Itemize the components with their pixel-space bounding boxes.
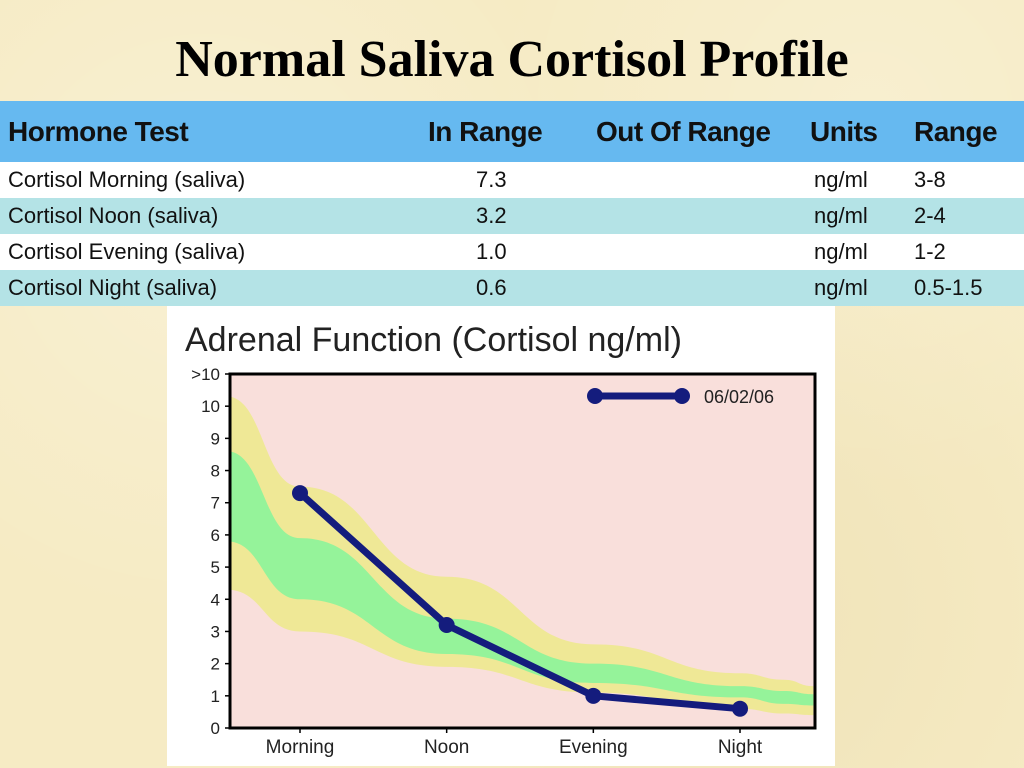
y-tick-label: 9 — [211, 429, 220, 448]
cell-in-range: 1.0 — [420, 234, 588, 270]
chart-panel: Adrenal Function (Cortisol ng/ml) 0 1 2 3 4 5… — [167, 306, 835, 766]
legend-label: 06/02/06 — [704, 387, 774, 407]
cell-in-range: 3.2 — [420, 198, 588, 234]
table-row: Cortisol Morning (saliva) 7.3 ng/ml 3-8 — [0, 162, 1024, 198]
cell-units: ng/ml — [802, 234, 906, 270]
y-tick-label: 10 — [201, 397, 220, 416]
y-tick-label: 1 — [211, 687, 220, 706]
y-tick-label: 0 — [211, 719, 220, 738]
cell-out-of-range — [588, 270, 802, 306]
cell-test: Cortisol Noon (saliva) — [0, 198, 420, 234]
x-tick-label: Morning — [266, 737, 335, 758]
table-row: Cortisol Noon (saliva) 3.2 ng/ml 2-4 — [0, 198, 1024, 234]
inner-range-band — [230, 451, 814, 706]
cell-units: ng/ml — [802, 270, 906, 306]
table-row: Cortisol Evening (saliva) 1.0 ng/ml 1-2 — [0, 234, 1024, 270]
y-tick-label: 5 — [211, 558, 220, 577]
y-tick-label: 6 — [211, 526, 220, 545]
outer-range-band — [230, 397, 814, 716]
cell-test: Cortisol Night (saliva) — [0, 270, 420, 306]
header-out-of-range: Out Of Range — [588, 101, 802, 162]
cell-units: ng/ml — [802, 162, 906, 198]
header-range: Range — [906, 101, 1024, 162]
y-tick-label: 8 — [211, 462, 220, 481]
x-tick-label: Noon — [424, 737, 469, 758]
slide-title: Normal Saliva Cortisol Profile — [175, 31, 849, 88]
chart-title: Adrenal Function (Cortisol ng/ml) — [185, 321, 682, 359]
y-tick-label: 3 — [211, 622, 220, 641]
data-point — [732, 700, 748, 717]
y-tick-label: 2 — [211, 655, 220, 674]
cell-test: Cortisol Morning (saliva) — [0, 162, 420, 198]
cell-test: Cortisol Evening (saliva) — [0, 234, 420, 270]
cell-out-of-range — [588, 198, 802, 234]
header-hormone-test: Hormone Test — [0, 101, 420, 162]
data-point — [585, 687, 602, 704]
cell-units: ng/ml — [802, 198, 906, 234]
y-tick-label: 4 — [211, 590, 220, 609]
legend-marker — [587, 388, 603, 404]
series-line — [297, 490, 741, 713]
cell-range: 2-4 — [906, 198, 1024, 234]
cell-in-range: 7.3 — [420, 162, 588, 198]
x-tick-label: Evening — [559, 737, 628, 758]
results-table-wrap: Hormone Test In Range Out Of Range Units… — [0, 101, 1024, 306]
y-tick-label: >10 — [191, 365, 220, 384]
x-tick-label: Night — [718, 737, 763, 758]
table-header-row: Hormone Test In Range Out Of Range Units… — [0, 101, 1024, 162]
header-units: Units — [802, 101, 906, 162]
range-bands — [230, 397, 814, 716]
y-tick-label: 7 — [211, 494, 220, 513]
results-table: Hormone Test In Range Out Of Range Units… — [0, 101, 1024, 306]
cell-range: 0.5-1.5 — [906, 270, 1024, 306]
plot-border — [228, 372, 817, 730]
cell-range: 3-8 — [906, 162, 1024, 198]
cell-out-of-range — [588, 234, 802, 270]
cell-range: 1-2 — [906, 234, 1024, 270]
cortisol-chart: Adrenal Function (Cortisol ng/ml) 0 1 2 3 4 5… — [185, 321, 817, 758]
cell-in-range: 0.6 — [420, 270, 588, 306]
data-point — [292, 485, 308, 502]
table-row: Cortisol Night (saliva) 0.6 ng/ml 0.5-1.… — [0, 270, 1024, 306]
legend-marker — [674, 388, 690, 404]
cell-out-of-range — [588, 162, 802, 198]
data-point — [438, 617, 455, 634]
header-in-range: In Range — [420, 101, 588, 162]
